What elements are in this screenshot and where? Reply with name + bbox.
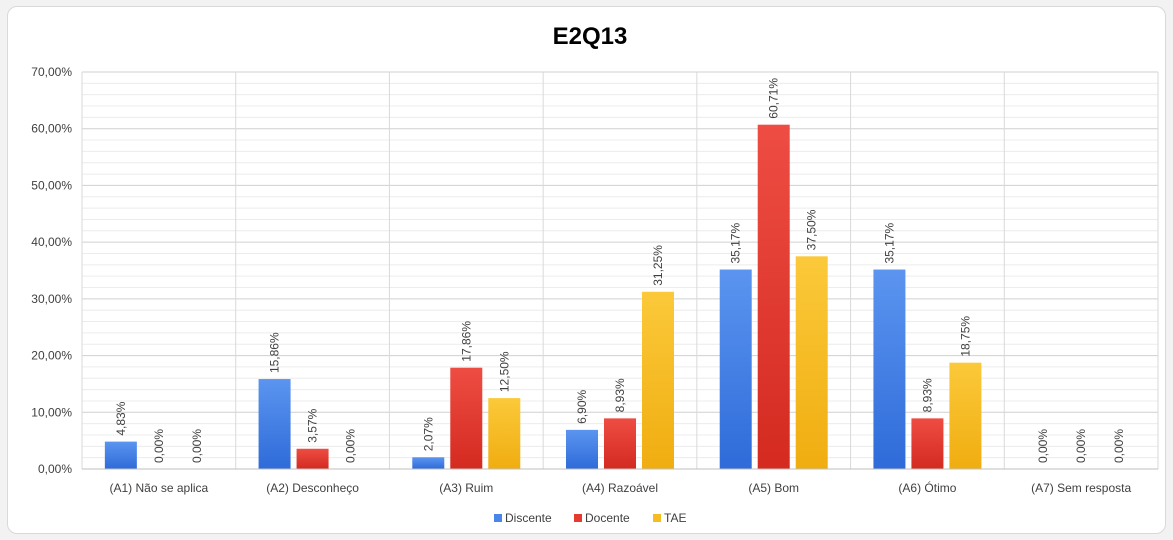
y-axis: 0,00% 10,00% 20,00% 30,00% 40,00% 50,00% 60,00… (31, 65, 72, 476)
legend-label: Docente (585, 511, 630, 525)
x-tick-label: (A7) Sem resposta (1031, 481, 1131, 495)
data-label: 3,57% (306, 408, 320, 442)
bar-discente (719, 269, 752, 469)
legend-swatch (653, 514, 661, 522)
legend-swatch (494, 514, 502, 522)
y-tick-label: 10,00% (31, 405, 72, 419)
y-tick-label: 20,00% (31, 349, 72, 363)
data-label: 18,75% (958, 316, 972, 357)
data-label: 8,93% (613, 378, 627, 412)
x-tick-label: (A5) Bom (748, 481, 799, 495)
x-tick-label: (A2) Desconheço (266, 481, 359, 495)
bar-tae (795, 256, 828, 469)
bar-tae (642, 291, 674, 469)
bar-docente (604, 418, 636, 469)
chart-title: E2Q13 (553, 23, 628, 50)
y-tick-label: 60,00% (31, 122, 72, 136)
data-label: 2,07% (421, 417, 435, 451)
y-tick-label: 40,00% (31, 235, 72, 249)
data-label: 37,50% (805, 209, 819, 250)
data-label: 0,00% (344, 429, 358, 463)
data-label: 0,00% (1036, 429, 1050, 463)
bar-docente (911, 418, 944, 469)
bar-docente (296, 448, 329, 469)
data-label: 35,17% (729, 223, 743, 264)
x-tick-label: (A6) Ótimo (898, 480, 956, 495)
bar-discente (258, 379, 291, 469)
bar-tae (949, 362, 982, 469)
bars: 4,83% 0,00% 0,00% 15,86% 3,57% 0,00% 2,07% 17,8… (104, 78, 1126, 470)
data-label: 12,50% (497, 351, 511, 392)
y-tick-label: 30,00% (31, 292, 72, 306)
x-tick-label: (A1) Não se aplica (109, 481, 208, 495)
bar-discente (566, 429, 598, 469)
data-label: 0,00% (1074, 429, 1088, 463)
bar-tae (488, 398, 521, 469)
y-tick-label: 50,00% (31, 178, 72, 192)
legend-swatch (574, 514, 582, 522)
x-tick-label: (A4) Razoável (582, 481, 658, 495)
data-label: 31,25% (651, 245, 665, 286)
legend-label: Discente (505, 511, 552, 525)
data-label: 60,71% (767, 78, 781, 119)
data-label: 0,00% (152, 429, 166, 463)
bar-docente (757, 124, 790, 470)
legend-label: TAE (664, 511, 686, 525)
y-tick-label: 0,00% (38, 462, 72, 476)
data-label: 15,86% (268, 332, 282, 373)
data-label: 0,00% (1112, 429, 1126, 463)
y-tick-label: 70,00% (31, 65, 72, 79)
bar-discente (104, 441, 137, 469)
bar-discente (412, 457, 445, 469)
legend: Discente Docente TAE (494, 511, 686, 525)
data-label: 17,86% (459, 321, 473, 362)
data-label: 6,90% (575, 390, 589, 424)
bar-discente (873, 269, 906, 469)
bar-docente (450, 367, 483, 469)
data-label: 4,83% (114, 401, 128, 435)
data-label: 0,00% (190, 429, 204, 463)
x-tick-label: (A3) Ruim (439, 481, 493, 495)
data-label: 35,17% (882, 223, 896, 264)
x-axis: (A1) Não se aplica (A2) Desconheço (A3) Ru… (82, 468, 1158, 495)
data-label: 8,93% (920, 378, 934, 412)
